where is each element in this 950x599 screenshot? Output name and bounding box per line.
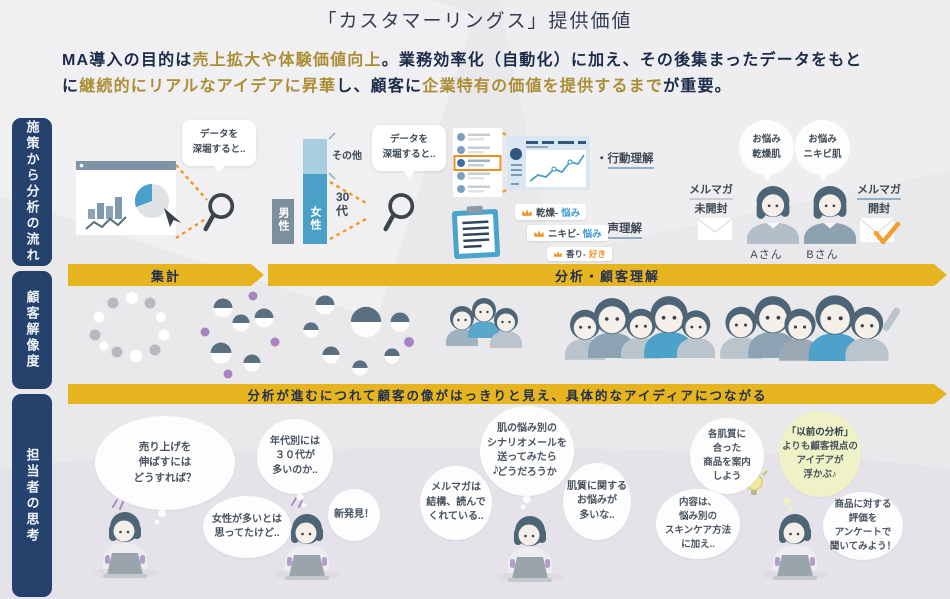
sparse-faces-cluster (200, 291, 280, 379)
intro-line-2: に継続的にリアルなアイデアに昇華し、顧客に企業特有の価値を提供するまでが重要。 (62, 74, 942, 100)
arrow-insight: 分析が進むにつれて顧客の像がはっきりと見え、具体的なアイディアにつながる (68, 384, 947, 404)
dashboard-illustration (76, 161, 182, 235)
tag-text: 悩み (561, 208, 581, 219)
envelope-opened-icon (859, 218, 901, 245)
tag-dry-worry: 乾燥- 悩み (515, 204, 587, 220)
worry-bubble-a: お悩み 乾燥肌 (739, 120, 794, 181)
clear-group-cluster (565, 296, 716, 360)
speech-bubble-data-dig-1: データを 深堀すると.. (182, 120, 256, 173)
intro-paragraph: MA導入の目的は売上拡大や体験価値向上。業務効率化（自動化）に加え、その後集まっ… (62, 48, 942, 100)
tag-text: 好き (588, 249, 606, 259)
mail-title: メルマガ (689, 184, 733, 200)
person-a-name: Aさん (750, 249, 783, 261)
thought-bubble-skin-worry: 肌質に関する お悩みが 多いな.. (563, 463, 631, 540)
flow-illustrations (76, 128, 901, 260)
sidebar-label-thinking: 担当者の思考 (12, 394, 52, 597)
thought-bubble-idea-highlight: 「以前の分析」 よりも顧客視点の アイデアが 浮かぶ♪ (779, 411, 861, 497)
thought-bubble-sales: 売り上げを 伸ばすには どうすれば？ (95, 416, 235, 510)
bar-label-female: 女性 (309, 206, 321, 232)
customer-resolution-illustration (89, 291, 900, 379)
thought-bubble-age30: 年代別には ３０代が 多いのか.. (257, 419, 333, 494)
highlight-rest: よりも顧客視点の アイデアが 浮かぶ♪ (782, 441, 858, 480)
speech-bubble-data-dig-2: データを 深堀すると.. (372, 125, 446, 178)
mail-state: 未開封 (694, 203, 728, 216)
worker-3 (497, 516, 563, 583)
tag-text: 乾燥- (536, 208, 559, 219)
tag-text: 悩み (582, 229, 602, 240)
intro-highlight: 継続的にリアルなアイデアに昇華 (79, 78, 337, 95)
expressive-group-cluster (720, 295, 900, 361)
crown-icon (534, 229, 544, 237)
dots-cluster (89, 292, 170, 362)
mail-unopened-label: メルマガ 未開封 (682, 184, 740, 216)
thought-bubble-scenario-mail: 肌の悩み別の シナリオメールを 送ってみたら どうだろうか (480, 406, 574, 496)
bar-label-male: 男性 (277, 207, 289, 233)
tag-scent-like: 香り- 好き (547, 247, 612, 261)
sidebar-label-resolution: 顧客解像度 (12, 271, 52, 389)
sidebar-label-flow: 施策から分析の流れ (12, 118, 52, 266)
tag-text: 香り- (566, 249, 586, 259)
thought-bubble-female: 女性が多いとは 思ってたけど.. (203, 496, 291, 558)
voice-label-text: 声理解 (607, 223, 642, 239)
thought-bubble-skincare: 内容は、 悩み別の スキンケア方法 に加え.. (656, 489, 740, 559)
mail-state: 開封 (868, 203, 890, 216)
behavior-label-text: 行動理解 (607, 153, 654, 169)
sparkle-icon (112, 497, 303, 510)
person-b-name: Bさん (806, 249, 839, 261)
arrow-step-analysis: 分析・顧客理解 (268, 264, 947, 286)
intro-text: が重要。 (663, 78, 732, 95)
intro-text: MA導入の目的は (62, 52, 193, 69)
magnifier-icon (206, 195, 233, 229)
behavior-understanding-label: ・行動理解 (596, 150, 654, 169)
page-title: 「カスタマーリングス」提供価値 (317, 11, 633, 32)
tag-text: ニキビ- (548, 229, 580, 240)
arrow-step-aggregate: 集計 (68, 264, 264, 286)
crown-icon (553, 251, 563, 257)
thought-bubble-mail-read: メルマガは 結構、読んで くれている.. (420, 466, 492, 540)
intro-text: し、顧客に (336, 78, 423, 95)
intro-line-1: MA導入の目的は売上拡大や体験価値向上。業務効率化（自動化）に加え、その後集まっ… (62, 48, 942, 74)
mail-opened-label: メルマガ 開封 (850, 184, 908, 216)
intro-highlight: 企業特有の価値を提供するまで (422, 78, 664, 95)
bar-label-other: その他 (332, 151, 362, 162)
crown-icon (522, 208, 532, 216)
customer-list-illustration (453, 128, 502, 197)
intro-text: 。業務効率化（自動化）に加え、その後集まったデータをもと (381, 52, 863, 69)
intro-text: に (62, 78, 80, 95)
intro-highlight: 売上拡大や体験価値向上 (192, 52, 382, 69)
bar-chart-illustration (272, 132, 336, 244)
highlight-text: 「以前の分析」 よりも顧客視点の アイデアが 浮かぶ♪ (782, 426, 858, 481)
thought-bubble-discovery: 新発見！ (328, 489, 380, 541)
faces-cluster (303, 295, 414, 376)
thought-bubble-recommend: 各肌質に 合った 商品を案内 しよう (690, 418, 764, 494)
tag-acne-worry: ニキビ- 悩み (527, 225, 608, 241)
bar-label-age: 30代 (336, 190, 350, 218)
clipboard-illustration (451, 205, 501, 260)
highlight-title: 「以前の分析」 (786, 427, 854, 439)
dashed-connector (175, 131, 523, 241)
person-a-avatar (746, 186, 800, 244)
mail-title: メルマガ (857, 184, 901, 200)
worker-1 (92, 512, 158, 579)
thought-bubble-survey: 商品に対する 評価を アンケートで 聞いてみよう！ (823, 492, 903, 560)
bullet: ・ (596, 153, 608, 165)
worry-bubble-b: お悩み ニキビ肌 (795, 120, 850, 181)
magnifier-icon (386, 195, 413, 229)
profile-chart-illustration (507, 136, 590, 190)
person-b-avatar (803, 186, 857, 244)
envelope-unopened-icon (697, 218, 733, 240)
small-group-cluster (446, 298, 522, 348)
thought-bubble-tails (154, 493, 794, 525)
worker-4 (762, 514, 828, 581)
music-note-icon: ♪ (492, 461, 500, 478)
